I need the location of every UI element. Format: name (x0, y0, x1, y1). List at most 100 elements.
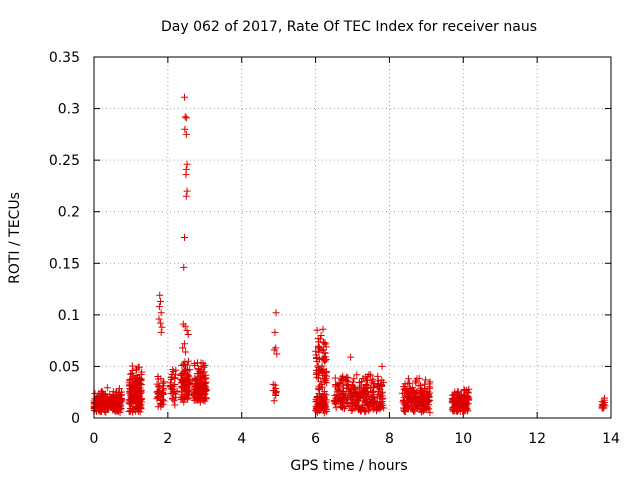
data-point (417, 388, 425, 396)
data-point (156, 319, 164, 327)
data-point (456, 407, 464, 415)
data-point (426, 409, 434, 417)
data-point (157, 328, 165, 336)
data-point (110, 395, 118, 403)
data-point (156, 297, 164, 305)
data-point (377, 403, 385, 411)
data-point (199, 396, 207, 404)
data-point (319, 369, 327, 377)
x-axis-label: GPS time / hours (290, 458, 407, 474)
data-point (183, 160, 191, 168)
data-point (451, 405, 459, 413)
data-point (332, 398, 340, 406)
data-point (355, 379, 363, 387)
data-point (409, 406, 417, 414)
data-point (320, 339, 328, 347)
data-point (340, 399, 348, 407)
data-point (321, 357, 329, 365)
data-point (193, 395, 201, 403)
plot-frame (93, 56, 612, 419)
data-point (412, 401, 420, 409)
data-point (271, 381, 279, 389)
data-point (409, 395, 417, 403)
data-point (318, 362, 326, 370)
data-point (374, 372, 382, 380)
data-point (155, 303, 163, 311)
data-point (407, 405, 415, 413)
data-point (316, 335, 324, 343)
data-point (400, 385, 408, 393)
data-point (182, 192, 190, 200)
chart-title: Day 062 of 2017, Rate Of TEC Index for r… (161, 19, 537, 35)
data-point (193, 381, 201, 389)
data-point (181, 125, 189, 133)
data-point (350, 375, 358, 383)
data-point (158, 323, 166, 331)
data-point (422, 376, 430, 384)
data-point (181, 358, 189, 366)
data-point (98, 397, 106, 405)
data-point (132, 365, 140, 373)
data-point (368, 379, 376, 387)
data-point (343, 382, 351, 390)
data-point (316, 365, 324, 373)
data-point (363, 376, 371, 384)
data-point (100, 391, 108, 399)
data-point (322, 374, 330, 382)
data-point (319, 325, 327, 333)
data-point (339, 372, 347, 380)
data-point (183, 326, 191, 334)
data-point (313, 354, 321, 362)
data-point (91, 389, 99, 397)
data-point (317, 405, 325, 413)
x-tick-label: 8 (385, 431, 394, 447)
data-point (136, 404, 144, 412)
x-tick-label: 2 (163, 431, 172, 447)
data-point (365, 407, 373, 415)
data-point (349, 378, 357, 386)
data-point (154, 373, 162, 381)
data-point (171, 390, 179, 398)
data-point (177, 379, 185, 387)
data-point (138, 368, 146, 376)
data-point (457, 399, 465, 407)
data-point (154, 393, 162, 401)
data-point (137, 380, 145, 388)
data-point (103, 384, 111, 392)
data-point (155, 382, 163, 390)
data-point (186, 379, 194, 387)
data-point (273, 350, 281, 358)
data-point (312, 347, 320, 355)
data-point (336, 378, 344, 386)
data-point (155, 315, 163, 323)
data-point (319, 395, 327, 403)
data-point (156, 291, 164, 299)
data-point (181, 113, 189, 121)
data-points (90, 93, 609, 417)
data-point (344, 378, 352, 386)
data-point (353, 371, 361, 379)
data-point (421, 385, 429, 393)
y-tick-label: 0 (71, 411, 80, 427)
data-point (184, 394, 192, 402)
data-point (178, 388, 186, 396)
data-point (168, 394, 176, 402)
data-point (362, 407, 370, 415)
x-tick-label: 6 (311, 431, 320, 447)
data-point (426, 378, 434, 386)
data-point (318, 380, 326, 388)
data-point (455, 406, 463, 414)
data-point (335, 386, 343, 394)
data-point (341, 376, 349, 384)
data-point (412, 379, 420, 387)
data-point (183, 187, 191, 195)
data-point (190, 390, 198, 398)
data-point (180, 93, 188, 101)
y-tick-label: 0.25 (49, 153, 80, 169)
data-point (197, 359, 205, 367)
data-point (352, 399, 360, 407)
data-point (179, 344, 187, 352)
data-point (353, 392, 361, 400)
data-point (600, 401, 608, 408)
